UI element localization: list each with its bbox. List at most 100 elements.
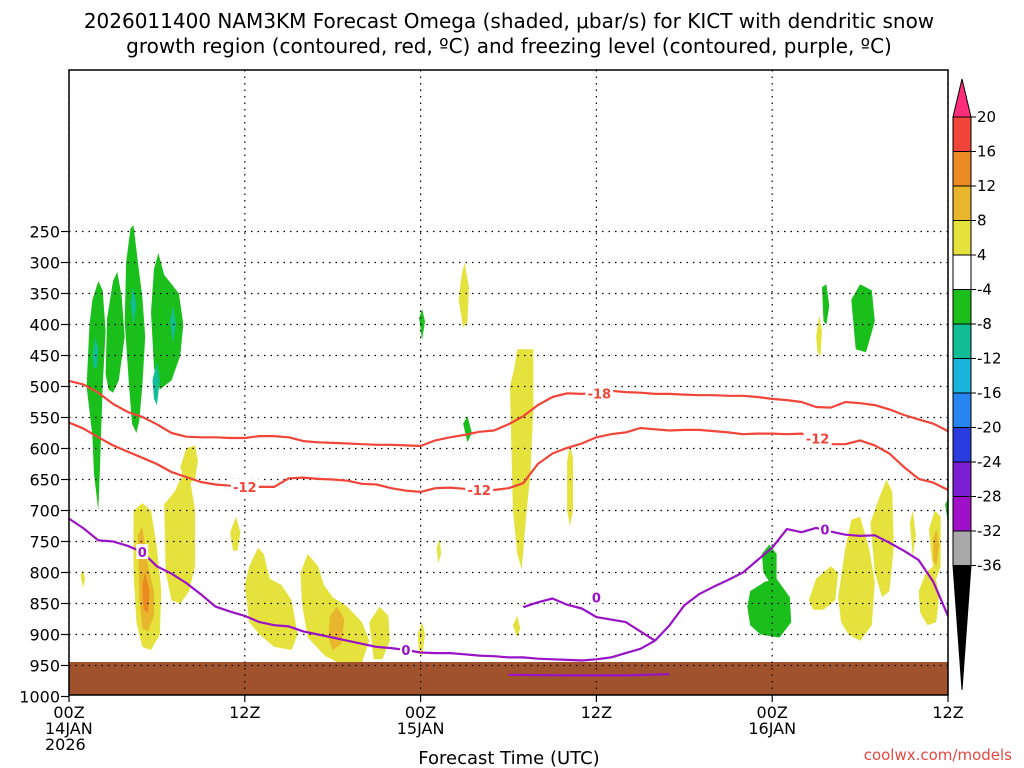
colorbar-segment-8 <box>952 358 972 394</box>
colorbar-label-12: -32 <box>977 522 1002 540</box>
colorbar-bottom-arrow <box>952 565 972 691</box>
svg-text:-18: -18 <box>588 387 612 402</box>
omega-region-23 <box>458 262 469 328</box>
omega-region-10 <box>822 284 830 325</box>
y-tick-label-550: 550 <box>29 409 60 428</box>
svg-text:0: 0 <box>401 644 410 659</box>
x-tick-label-24-1: 15JAN <box>397 719 445 738</box>
colorbar-segment-11 <box>952 461 972 497</box>
omega-region-31 <box>909 510 916 557</box>
contour-layer: -18 -12 -12 -12 0 0 0 0 <box>69 379 948 677</box>
omega-region-19 <box>244 547 298 650</box>
omega-region-11 <box>851 284 875 353</box>
y-tick-label-800: 800 <box>29 564 60 583</box>
y-tick-label-650: 650 <box>29 471 60 490</box>
omega-region-24 <box>510 349 534 570</box>
contour-label-0-a: 0 <box>136 544 149 561</box>
colorbar-segment-9 <box>952 392 972 428</box>
y-tick-label-350: 350 <box>29 285 60 304</box>
plot-border <box>68 69 949 696</box>
contour-label-0-d: 0 <box>818 521 831 539</box>
y-tick-label-300: 300 <box>29 254 60 273</box>
colorbar-top-arrow <box>952 78 972 118</box>
colorbar-label-13: -36 <box>977 557 1002 575</box>
colorbar-label-1: 16 <box>977 143 996 161</box>
colorbar-segment-4 <box>952 220 972 256</box>
y-tick-label-500: 500 <box>29 378 60 397</box>
omega-region-27 <box>816 315 822 356</box>
contour-label-m12-c: -12 <box>803 430 832 448</box>
x-tick-label-0-1: 14JAN <box>45 719 93 738</box>
omega-region-22 <box>417 622 425 657</box>
chart-title-line-1: 2026011400 NAM3KM Forecast Omega (shaded… <box>84 9 934 33</box>
plot-area: -18 -12 -12 -12 0 0 0 0 <box>68 69 949 696</box>
omega-region-34 <box>80 569 86 588</box>
svg-text:-12: -12 <box>233 481 257 496</box>
svg-text:-12: -12 <box>806 433 830 448</box>
colorbar-label-7: -12 <box>977 350 1002 368</box>
contour-line-1 <box>69 421 948 493</box>
svg-text:0: 0 <box>592 591 601 606</box>
colorbar-segment-3 <box>952 185 972 221</box>
colorbar-segment-7 <box>952 323 972 359</box>
omega-shading-layer <box>80 225 948 666</box>
omega-region-39 <box>142 572 150 613</box>
y-tick-label-900: 900 <box>29 626 60 645</box>
omega-region-9 <box>463 416 472 443</box>
svg-text:-12: -12 <box>467 484 491 499</box>
colorbar-label-9: -20 <box>977 419 1002 437</box>
freezing-level-low <box>508 673 670 677</box>
omega-region-18 <box>230 516 241 551</box>
x-tick-label-0-0: 00Z <box>53 703 84 722</box>
y-tick-label-1000: 1000 <box>19 688 60 707</box>
chart-title-line-2: growth region (contoured, red, ºC) and f… <box>126 34 892 58</box>
colorbar: 20 16 12 8 4 -4 -8 -12 -16 -20 -24 -28 -32 -36 <box>952 78 1002 691</box>
y-tick-label-400: 400 <box>29 316 60 335</box>
y-tick-label-450: 450 <box>29 347 60 366</box>
y-tick-label-700: 700 <box>29 502 60 521</box>
contour-label-m12-b: -12 <box>465 482 494 499</box>
x-tick-label-12-0: 12Z <box>229 703 260 722</box>
omega-region-16 <box>164 473 195 604</box>
omega-region-4 <box>92 336 99 368</box>
x-tick-label-36-0: 12Z <box>581 703 612 722</box>
x-tick-label-24-0: 00Z <box>405 703 436 722</box>
colorbar-segment-12 <box>952 496 972 532</box>
colorbar-segment-6 <box>952 289 972 325</box>
omega-region-8 <box>419 309 425 340</box>
x-tick-label-48-1: 16JAN <box>748 719 796 738</box>
svg-text:0: 0 <box>820 524 829 539</box>
colorbar-segment-1 <box>952 116 972 152</box>
omega-region-28 <box>808 566 839 610</box>
colorbar-label-6: -8 <box>977 315 992 333</box>
y-tick-label-250: 250 <box>29 223 60 242</box>
colorbar-label-4: 4 <box>977 246 987 264</box>
omega-region-1 <box>105 271 125 393</box>
omega-region-2 <box>124 225 146 433</box>
colorbar-label-5: -4 <box>977 281 992 299</box>
y-tick-label-850: 850 <box>29 595 60 614</box>
omega-region-26 <box>567 445 573 526</box>
y-tick-label-750: 750 <box>29 533 60 552</box>
colorbar-label-3: 8 <box>977 212 987 230</box>
omega-region-21 <box>369 606 390 660</box>
colorbar-segment-2 <box>952 151 972 187</box>
y-tick-label-950: 950 <box>29 657 60 676</box>
colorbar-segment-13 <box>952 530 972 566</box>
contour-label-m18: -18 <box>585 385 614 402</box>
omega-region-12 <box>747 578 792 638</box>
omega-region-29 <box>838 516 875 641</box>
omega-region-5 <box>130 287 137 325</box>
omega-region-38 <box>933 529 940 567</box>
credit-text: coolwx.com/models <box>864 746 1012 764</box>
colorbar-label-8: -16 <box>977 384 1002 402</box>
colorbar-label-0: 20 <box>977 108 996 126</box>
x-tick-label-60-0: 12Z <box>932 703 963 722</box>
colorbar-label-10: -24 <box>977 453 1002 471</box>
omega-region-35 <box>436 538 442 564</box>
omega-region-0 <box>86 281 106 511</box>
y-tick-label-600: 600 <box>29 440 60 459</box>
contour-line-3 <box>522 597 656 642</box>
